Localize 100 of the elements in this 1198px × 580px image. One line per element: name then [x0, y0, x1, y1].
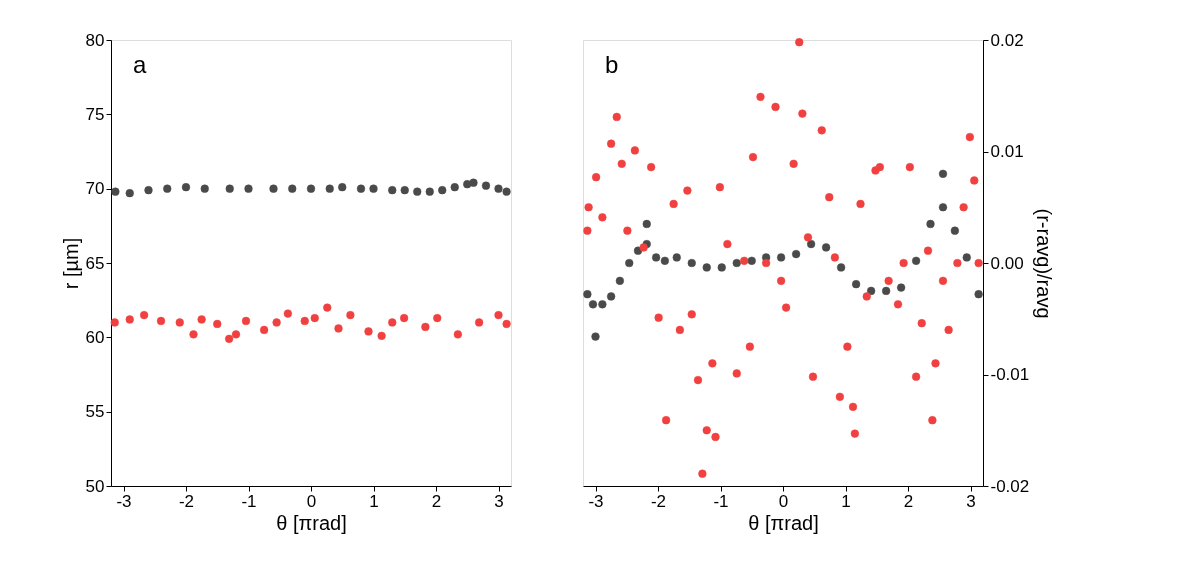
- point: [346, 310, 355, 320]
- point: [433, 313, 442, 323]
- y-axis-title: r [µm]: [59, 237, 82, 290]
- point: [111, 187, 120, 196]
- point: [413, 187, 422, 196]
- point: [225, 184, 234, 193]
- point: [200, 184, 209, 193]
- y-tick-label: 65: [85, 253, 105, 273]
- point: [852, 280, 861, 289]
- point: [494, 310, 503, 320]
- point: [388, 318, 397, 327]
- point: [807, 239, 816, 249]
- point: [269, 184, 278, 193]
- y-tick-label: 0.01: [990, 142, 1024, 161]
- point: [625, 258, 634, 268]
- point: [882, 286, 891, 295]
- point: [926, 219, 935, 229]
- point: [438, 186, 447, 195]
- point: [244, 184, 253, 193]
- point: [481, 181, 491, 190]
- point: [125, 189, 134, 198]
- x-tick-label: 2: [903, 491, 914, 511]
- point: [156, 316, 166, 326]
- x-tick-label: -1: [713, 491, 729, 511]
- point: [469, 178, 478, 187]
- y-tick-label: 80: [85, 30, 105, 50]
- point: [288, 184, 297, 193]
- point: [283, 309, 292, 318]
- point: [400, 186, 409, 195]
- point: [938, 203, 948, 212]
- point: [792, 249, 801, 259]
- x-tick-label: -3: [588, 491, 604, 511]
- point: [125, 315, 134, 324]
- point: [140, 310, 149, 320]
- point: [388, 186, 397, 195]
- point: [241, 316, 251, 326]
- point: [652, 253, 661, 262]
- x-tick-label: -2: [178, 491, 195, 511]
- annotation: b: [605, 51, 619, 78]
- point: [591, 332, 600, 341]
- point: [338, 183, 347, 192]
- x-tick-label: 0: [778, 491, 789, 511]
- y-tick-label: 55: [85, 402, 105, 422]
- point: [494, 184, 503, 193]
- point: [231, 330, 241, 339]
- point: [642, 219, 651, 229]
- y-tick-label: -0.01: [990, 365, 1030, 384]
- point: [356, 184, 366, 193]
- point: [607, 292, 616, 301]
- point: [475, 318, 484, 327]
- point: [974, 290, 983, 299]
- point: [672, 253, 681, 262]
- point: [425, 187, 434, 196]
- y-tick-label: 60: [85, 327, 105, 347]
- point: [197, 315, 206, 324]
- point: [583, 290, 592, 299]
- point: [598, 300, 607, 309]
- x-axis-title: θ [πrad]: [748, 511, 819, 534]
- point: [334, 324, 343, 333]
- point: [369, 184, 378, 193]
- point: [310, 313, 319, 323]
- point: [421, 322, 430, 332]
- point: [897, 283, 906, 292]
- x-tick-label: 0: [306, 491, 317, 511]
- point: [747, 256, 756, 265]
- point: [938, 169, 948, 178]
- point: [777, 253, 786, 262]
- x-tick-label: -1: [241, 491, 257, 511]
- x-tick-label: 3: [966, 491, 976, 511]
- y-tick-label: 75: [85, 104, 105, 124]
- point: [400, 313, 409, 323]
- point: [144, 186, 153, 195]
- point: [225, 334, 234, 343]
- point: [702, 263, 711, 272]
- point: [189, 330, 198, 339]
- point: [181, 183, 191, 192]
- x-axis-title: θ [πrad]: [276, 511, 347, 534]
- point: [213, 319, 222, 329]
- y-tick-label: 0.00: [990, 253, 1024, 273]
- x-tick-label: -2: [650, 491, 667, 511]
- point: [687, 258, 696, 268]
- y-tick-label: -0.02: [990, 476, 1030, 496]
- point: [325, 184, 334, 193]
- point: [364, 327, 373, 336]
- x-tick-label: 1: [841, 491, 851, 511]
- point: [453, 330, 462, 339]
- point: [502, 187, 511, 196]
- point: [260, 325, 269, 335]
- y-tick-label: 70: [85, 179, 105, 199]
- x-tick-label: -3: [116, 491, 132, 511]
- x-tick-label: 1: [369, 491, 379, 511]
- point: [837, 263, 846, 272]
- point: [822, 243, 831, 252]
- point: [306, 184, 316, 193]
- point: [502, 319, 511, 329]
- y-axis-title: (r-ravg)/ravg: [1033, 208, 1056, 319]
- point: [377, 331, 386, 340]
- point: [163, 184, 172, 193]
- point: [660, 256, 669, 265]
- point: [950, 226, 959, 235]
